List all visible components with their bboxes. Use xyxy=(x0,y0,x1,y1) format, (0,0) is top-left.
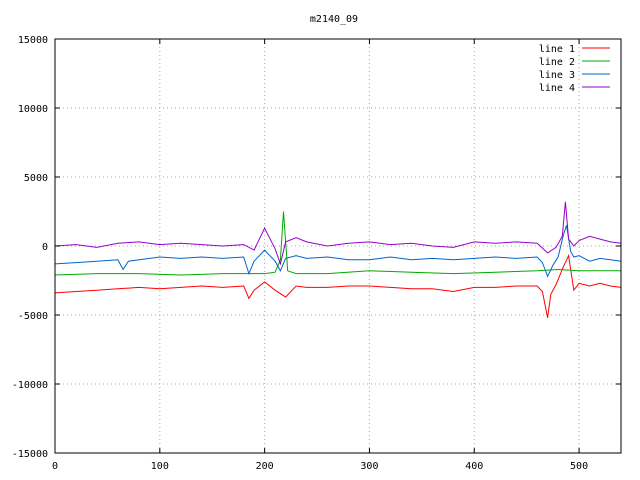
legend-label: line 3 xyxy=(539,70,575,81)
legend-label: line 1 xyxy=(539,44,575,55)
axis-ticks: 0 100 200 300 400 500 -15000 -10000 -5000 0 5000 10… xyxy=(12,35,621,472)
grid xyxy=(55,39,621,453)
y-tick-label: -15000 xyxy=(12,449,48,460)
y-tick-label: -5000 xyxy=(18,311,48,322)
series-line-4 xyxy=(54,201,622,266)
chart-title: m2140_09 xyxy=(310,14,358,25)
y-tick-label: 15000 xyxy=(18,35,48,46)
plot-area xyxy=(54,201,622,318)
y-tick-label: -10000 xyxy=(12,380,48,391)
legend-label: line 4 xyxy=(539,83,575,94)
y-tick-label: 0 xyxy=(42,242,48,253)
x-tick-label: 500 xyxy=(570,461,588,472)
x-tick-label: 100 xyxy=(151,461,169,472)
x-tick-label: 200 xyxy=(256,461,274,472)
legend: line 1 line 2 line 3 line 4 xyxy=(539,44,610,94)
y-tick-label: 10000 xyxy=(18,104,48,115)
legend-label: line 2 xyxy=(539,57,575,68)
x-tick-label: 400 xyxy=(465,461,483,472)
x-tick-label: 300 xyxy=(360,461,378,472)
y-tick-label: 5000 xyxy=(24,173,48,184)
series-line-1 xyxy=(54,254,622,318)
series-line-2 xyxy=(54,211,621,276)
series-line-3 xyxy=(54,225,622,278)
x-tick-label: 0 xyxy=(52,461,58,472)
